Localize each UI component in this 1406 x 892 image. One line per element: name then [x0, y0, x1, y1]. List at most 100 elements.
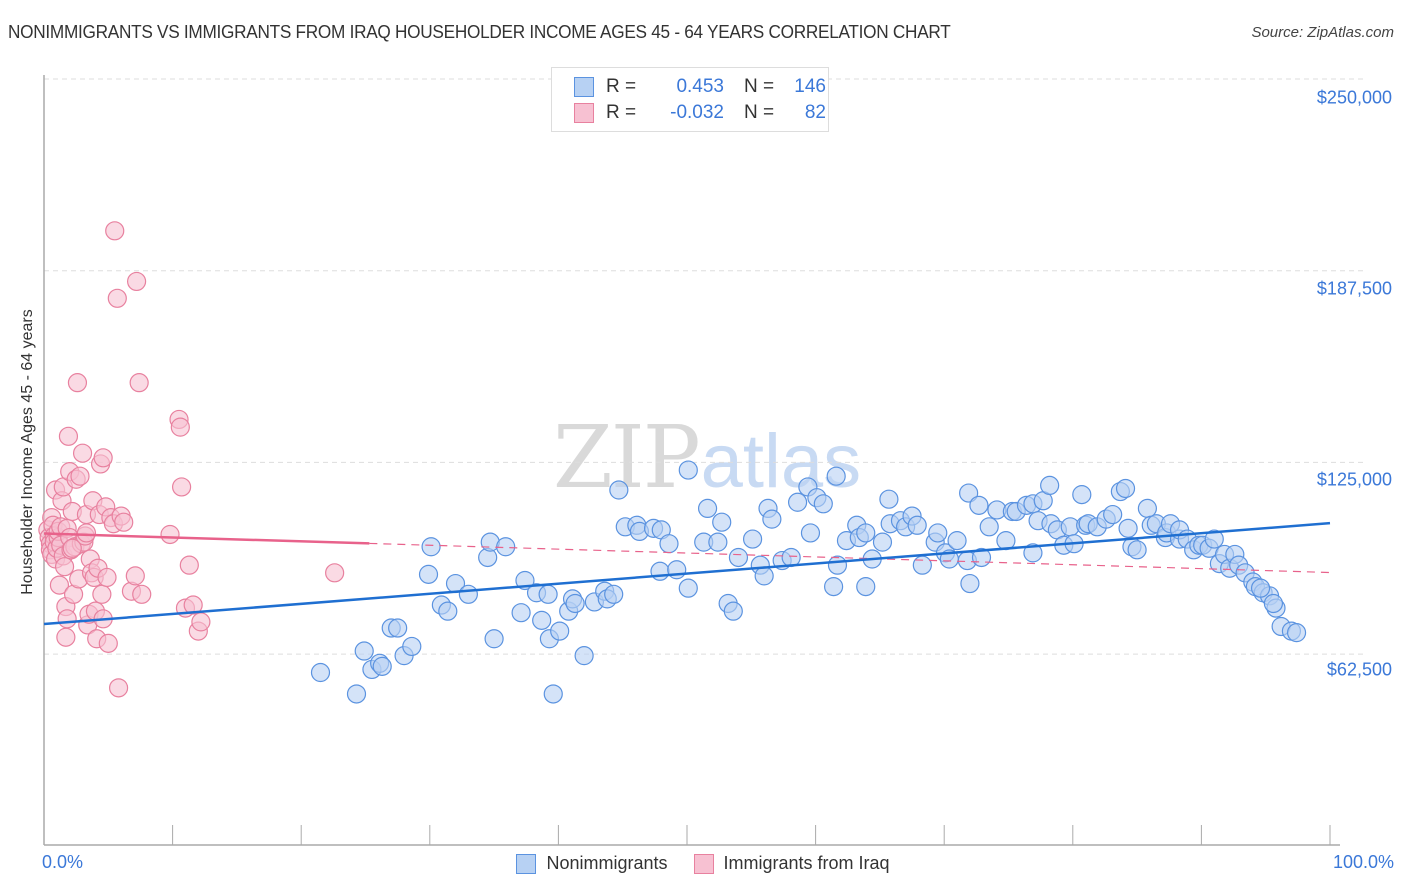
data-point[interactable]	[1127, 540, 1147, 560]
data-point[interactable]	[126, 271, 147, 292]
data-point[interactable]	[72, 443, 93, 463]
data-point[interactable]	[879, 489, 899, 509]
data-point[interactable]	[550, 621, 570, 641]
legend-item-nonimmigrants[interactable]: Nonimmigrants	[516, 853, 668, 874]
data-point[interactable]	[532, 610, 552, 630]
data-point[interactable]	[179, 555, 199, 575]
data-point[interactable]	[824, 577, 844, 597]
data-point[interactable]	[543, 684, 563, 704]
data-point[interactable]	[813, 494, 833, 514]
data-point[interactable]	[538, 584, 558, 604]
data-point[interactable]	[912, 555, 932, 575]
data-point[interactable]	[496, 537, 516, 557]
data-point[interactable]	[1286, 623, 1307, 643]
data-point[interactable]	[57, 609, 77, 629]
data-point[interactable]	[979, 517, 999, 537]
data-point[interactable]	[108, 678, 129, 698]
data-point[interactable]	[132, 584, 152, 604]
data-point[interactable]	[959, 483, 979, 503]
data-point[interactable]	[856, 577, 876, 597]
data-point[interactable]	[160, 524, 180, 545]
data-point[interactable]	[754, 566, 774, 586]
data-point[interactable]	[346, 684, 367, 704]
nonimmigrants-points	[310, 460, 1307, 704]
data-point[interactable]	[58, 426, 79, 446]
n-label: N =	[744, 102, 775, 123]
data-point[interactable]	[827, 555, 848, 575]
data-point[interactable]	[907, 515, 927, 535]
data-point[interactable]	[1204, 529, 1224, 549]
axes	[43, 75, 1340, 846]
data-point[interactable]	[1072, 485, 1092, 505]
data-point[interactable]	[762, 509, 782, 529]
data-point[interactable]	[402, 636, 422, 657]
data-point[interactable]	[325, 563, 345, 583]
legend-item-immigrants-iraq[interactable]: Immigrants from Iraq	[693, 853, 890, 874]
data-point[interactable]	[678, 578, 698, 598]
data-point[interactable]	[723, 601, 743, 621]
data-point[interactable]	[650, 561, 670, 581]
data-point[interactable]	[969, 495, 989, 515]
data-point[interactable]	[418, 564, 439, 584]
data-point[interactable]	[92, 584, 112, 604]
data-point[interactable]	[708, 532, 728, 552]
data-point[interactable]	[609, 480, 629, 500]
r-label: R =	[606, 102, 637, 123]
data-point[interactable]	[421, 537, 441, 557]
data-point[interactable]	[458, 584, 478, 604]
data-point[interactable]	[1040, 475, 1060, 496]
data-point[interactable]	[191, 612, 211, 632]
data-point[interactable]	[125, 566, 145, 586]
data-point[interactable]	[728, 547, 749, 568]
data-point[interactable]	[183, 595, 203, 615]
data-point[interactable]	[659, 534, 679, 554]
data-point[interactable]	[170, 417, 190, 437]
data-point[interactable]	[947, 531, 967, 551]
chart-title: NONIMMIGRANTS VS IMMIGRANTS FROM IRAQ HO…	[8, 21, 951, 42]
data-point[interactable]	[97, 567, 117, 588]
trend-lines	[43, 521, 1331, 626]
data-point[interactable]	[1115, 478, 1136, 499]
data-point[interactable]	[76, 523, 97, 543]
data-point[interactable]	[56, 627, 76, 647]
data-point[interactable]	[565, 593, 585, 614]
data-point[interactable]	[49, 575, 70, 595]
r-value: -0.032	[670, 102, 724, 123]
data-point[interactable]	[1263, 593, 1284, 614]
data-point[interactable]	[172, 477, 192, 497]
data-point[interactable]	[438, 601, 458, 621]
data-point[interactable]	[372, 656, 392, 676]
data-point[interactable]	[129, 373, 149, 393]
data-point[interactable]	[826, 466, 846, 486]
data-point[interactable]	[742, 529, 763, 549]
data-point[interactable]	[872, 532, 893, 552]
data-point[interactable]	[388, 618, 408, 638]
data-point[interactable]	[54, 557, 75, 577]
data-point[interactable]	[574, 646, 594, 666]
data-point[interactable]	[70, 466, 90, 486]
data-point[interactable]	[1250, 578, 1271, 598]
data-point[interactable]	[1118, 518, 1138, 538]
data-point[interactable]	[697, 498, 718, 519]
data-point[interactable]	[67, 373, 88, 393]
data-point[interactable]	[310, 662, 331, 683]
data-point[interactable]	[98, 633, 118, 653]
data-point[interactable]	[1023, 543, 1043, 563]
data-point[interactable]	[712, 512, 732, 532]
data-point[interactable]	[484, 629, 504, 649]
data-point[interactable]	[604, 584, 624, 604]
data-point[interactable]	[800, 523, 821, 543]
data-point[interactable]	[928, 523, 948, 543]
data-point[interactable]	[93, 448, 113, 468]
data-point[interactable]	[960, 573, 980, 594]
data-point[interactable]	[62, 538, 82, 558]
data-point[interactable]	[107, 288, 127, 308]
data-point[interactable]	[1103, 504, 1123, 525]
data-point[interactable]	[678, 460, 698, 480]
data-point[interactable]	[114, 512, 134, 532]
data-point[interactable]	[105, 221, 125, 241]
data-point[interactable]	[511, 603, 531, 623]
data-point[interactable]	[856, 523, 876, 543]
data-point[interactable]	[354, 641, 374, 661]
data-point[interactable]	[787, 492, 808, 512]
